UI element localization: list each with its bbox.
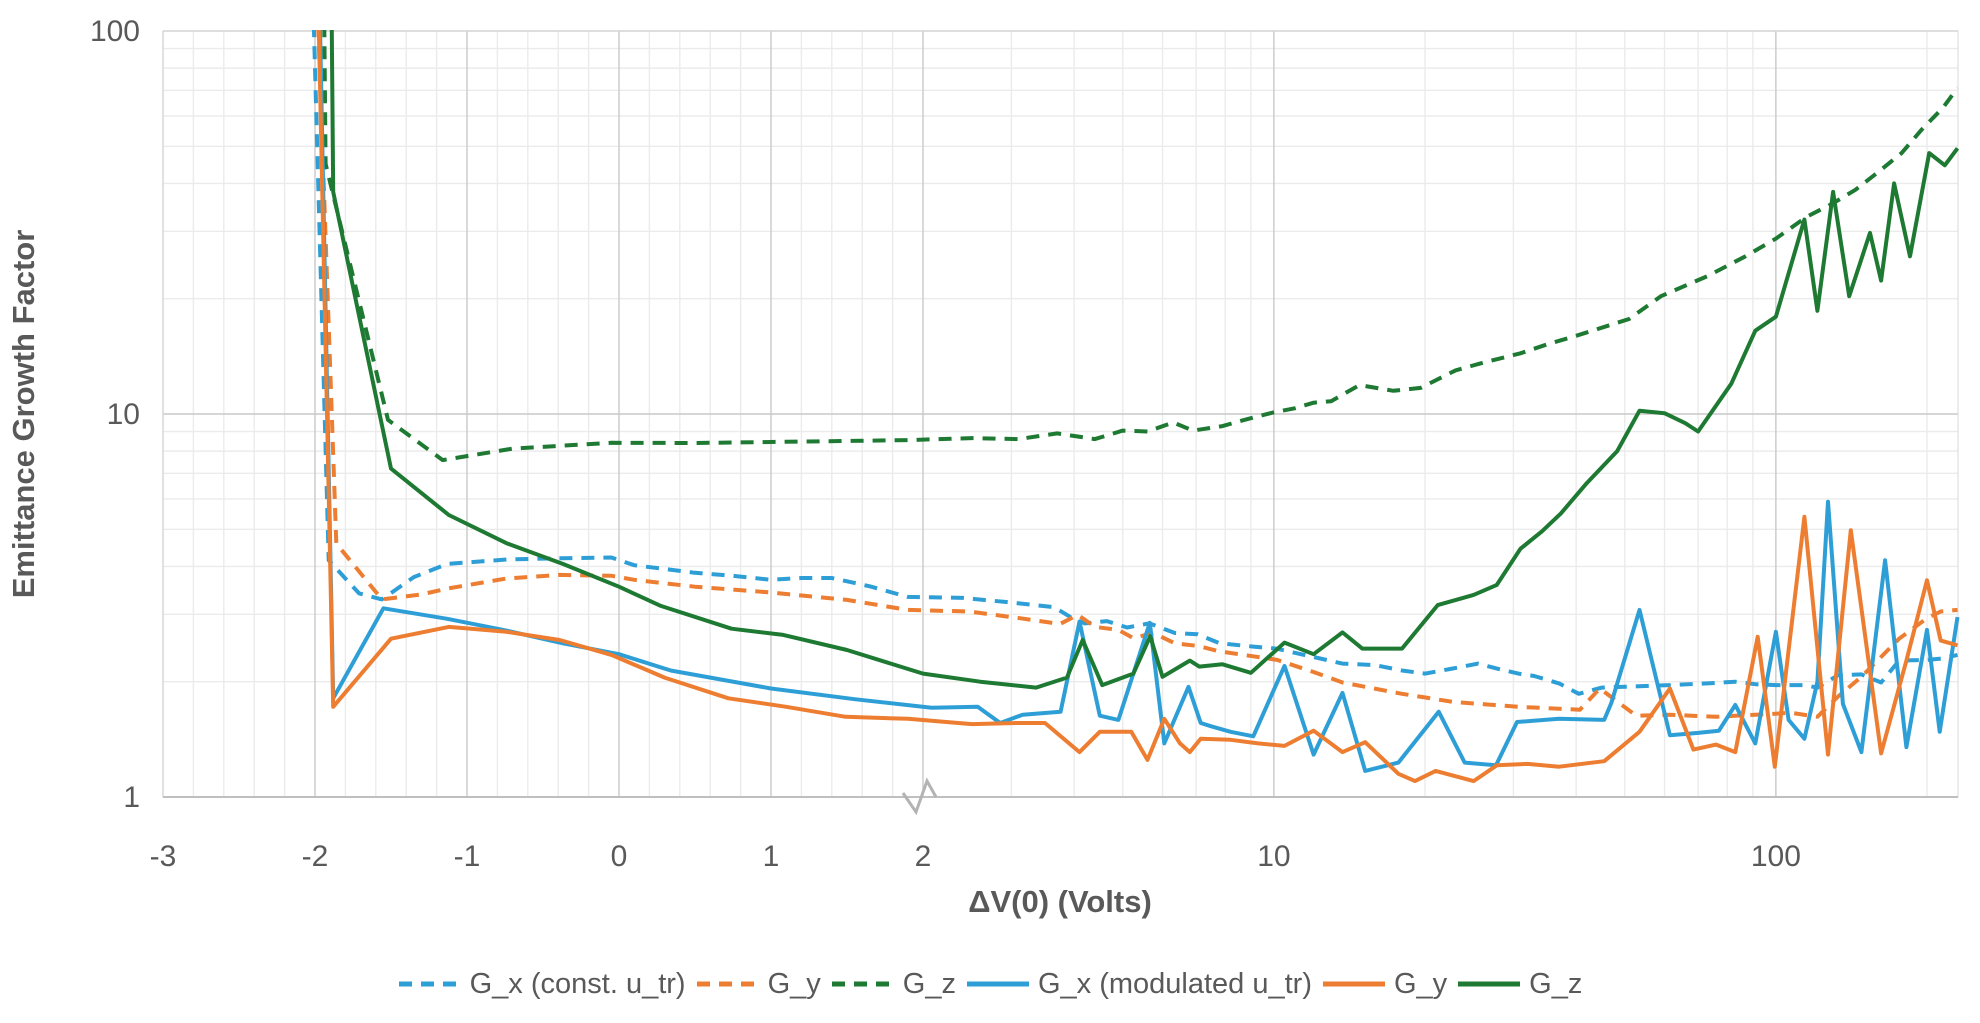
series-line-5-g_z	[329, 30, 1960, 690]
series-line-4-g_y	[316, 30, 1959, 784]
legend-swatch-solid-line	[1458, 981, 1521, 987]
x-tick-labels: -3 -2 -1 0 1 2 10 100	[150, 840, 1801, 873]
legend-swatch-dashed-line	[696, 981, 759, 987]
x-tick-label: 2	[915, 840, 932, 873]
y-tick-label: 10	[107, 398, 140, 431]
y-tick-label: 100	[90, 15, 140, 48]
x-tick-label: -2	[302, 840, 329, 873]
legend-swatch-solid-line	[966, 981, 1029, 987]
legend-item-2: G_z	[831, 968, 956, 1001]
legend-label: G_x (modulated u_tr)	[1037, 967, 1312, 1000]
series-line-1-g_y	[316, 30, 1958, 719]
x-tick-label: 10	[1257, 840, 1290, 873]
y-tick-label: 1	[123, 781, 140, 814]
legend-label: G_y	[1393, 967, 1448, 1000]
axis-break-marker	[901, 777, 938, 816]
series-line-0-g_xconstu_tr	[311, 30, 1958, 696]
x-tick-label: 0	[611, 840, 628, 873]
y-tick-labels: 1 10 100	[90, 15, 140, 814]
legend-item-0: G_x (const. u_tr)	[398, 968, 686, 1001]
y-axis-title: Emittance Growth Factor	[6, 230, 41, 599]
legend-item-3: G_x (modulated u_tr)	[966, 968, 1312, 1001]
series-lines	[311, 30, 1960, 784]
legend-swatch-dashed-line	[398, 981, 461, 987]
x-axis-title: ΔV(0) (Volts)	[968, 884, 1152, 919]
legend-item-4: G_y	[1322, 968, 1447, 1001]
legend-swatch-solid-line	[1322, 981, 1385, 987]
legend: G_x (const. u_tr) G_y G_z G_x (modulated u_…	[0, 958, 1980, 1010]
x-tick-label: 100	[1751, 840, 1801, 873]
x-tick-label: 1	[763, 840, 780, 873]
legend-label: G_z	[1529, 967, 1583, 1000]
series-line-2-g_z	[322, 30, 1960, 463]
legend-swatch-dashed-line	[831, 981, 894, 987]
legend-label: G_x (const. u_tr)	[469, 967, 686, 1000]
legend-label: G_z	[902, 967, 956, 1000]
x-tick-label: -1	[454, 840, 481, 873]
series-line-3-g_xmodulatedu_tr	[318, 30, 1960, 773]
legend-label: G_y	[767, 967, 821, 1000]
legend-item-5: G_z	[1457, 968, 1582, 1001]
x-tick-label: -3	[150, 840, 177, 873]
legend-item-1: G_y	[696, 968, 821, 1001]
